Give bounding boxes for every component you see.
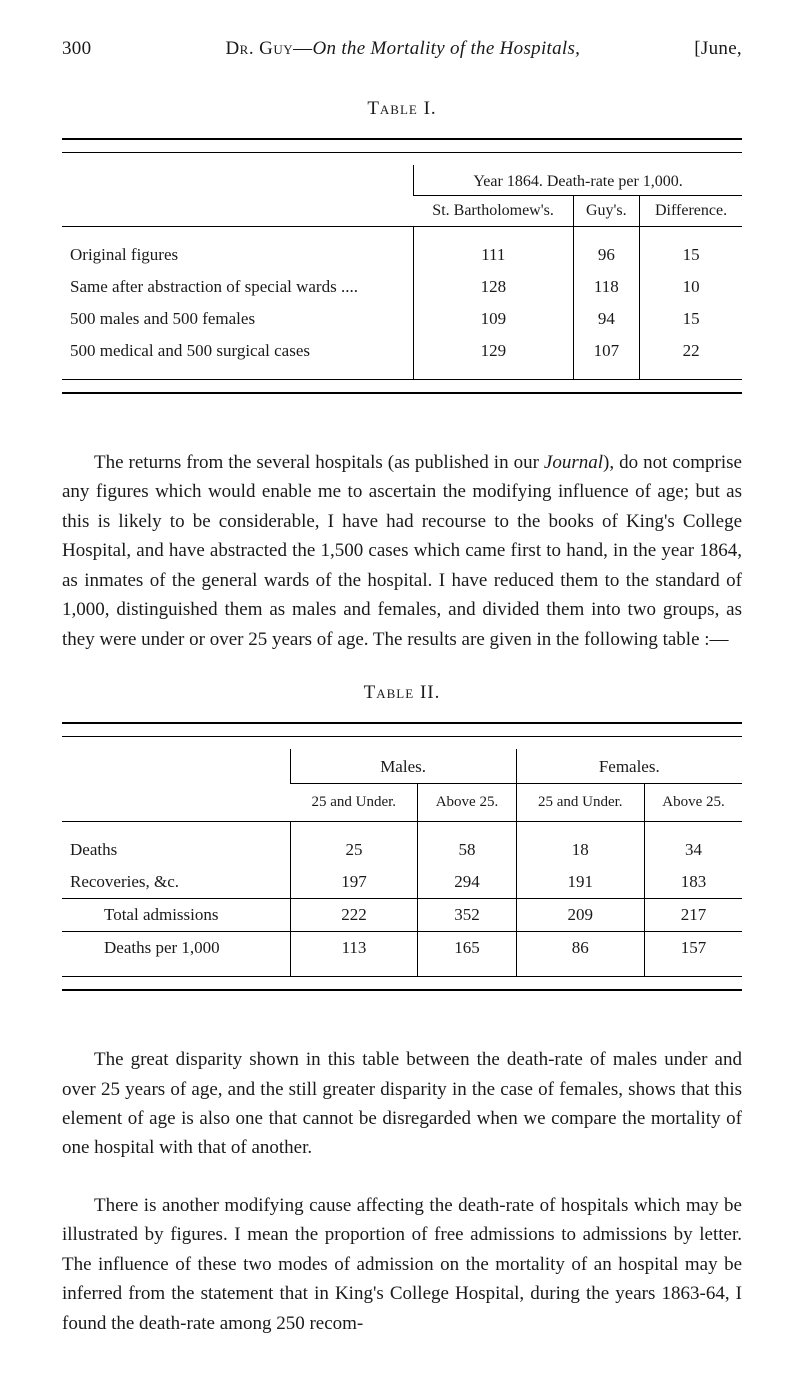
deaths-label: Deaths per 1,000 xyxy=(62,932,290,965)
cell-value: 197 xyxy=(290,866,418,899)
table2-sub-header: 25 and Under. xyxy=(290,784,418,822)
author-name: Guy xyxy=(259,38,293,59)
row-label: Recoveries, &c. xyxy=(62,866,290,899)
cell-value: 94 xyxy=(573,303,640,335)
cell-value: 15 xyxy=(640,303,742,335)
cell-value: 165 xyxy=(418,932,516,965)
cell-value: 96 xyxy=(573,239,640,271)
table2-sub-header: 25 and Under. xyxy=(516,784,644,822)
cell-value: 10 xyxy=(640,271,742,303)
row-label: Original figures xyxy=(62,239,414,271)
totals-label: Total admissions xyxy=(62,899,290,932)
cell-value: 111 xyxy=(414,239,573,271)
cell-value: 22 xyxy=(640,335,742,367)
cell-value: 107 xyxy=(573,335,640,367)
table2-label: Table II. xyxy=(62,682,742,704)
table-row: Deaths 25 58 18 34 xyxy=(62,834,742,866)
page-header: 300 Dr. Guy—On the Mortality of the Hosp… xyxy=(62,38,742,60)
table2-sub-header: Above 25. xyxy=(418,784,516,822)
cell-value: 18 xyxy=(516,834,644,866)
paragraph-2: The great disparity shown in this table … xyxy=(62,1045,742,1163)
cell-value: 58 xyxy=(418,834,516,866)
title-dash: — xyxy=(293,38,312,59)
para2-text: The great disparity shown in this table … xyxy=(62,1049,742,1158)
table1-label: Table I. xyxy=(62,98,742,120)
row-label: Deaths xyxy=(62,834,290,866)
cell-value: 113 xyxy=(290,932,418,965)
table2-group-header: Females. xyxy=(516,749,742,784)
issue-month: [June, xyxy=(694,38,742,60)
cell-value: 294 xyxy=(418,866,516,899)
table-row-deaths: Deaths per 1,000 113 165 86 157 xyxy=(62,932,742,965)
table-row: Recoveries, &c. 197 294 191 183 xyxy=(62,866,742,899)
row-label: 500 medical and 500 surgical cases xyxy=(62,335,414,367)
author-prefix: Dr. xyxy=(225,38,254,59)
table2-group-header: Males. xyxy=(290,749,516,784)
table1-col-header: Guy's. xyxy=(573,196,640,227)
table1-group-header: Year 1864. Death-rate per 1,000. xyxy=(414,165,742,196)
row-label: Same after abstraction of special wards … xyxy=(62,271,414,303)
cell-value: 183 xyxy=(645,866,743,899)
para1-text: The returns from the several hospitals (… xyxy=(62,452,742,650)
table-row: 500 medical and 500 surgical cases 129 1… xyxy=(62,335,742,367)
cell-value: 118 xyxy=(573,271,640,303)
para3-text: There is another modifying cause affecti… xyxy=(62,1195,742,1334)
table2: Males. Females. 25 and Under. Above 25. … xyxy=(62,722,742,1003)
cell-value: 352 xyxy=(418,899,516,932)
paragraph-1: The returns from the several hospitals (… xyxy=(62,448,742,654)
cell-value: 25 xyxy=(290,834,418,866)
cell-value: 86 xyxy=(516,932,644,965)
table1: Year 1864. Death-rate per 1,000. St. Bar… xyxy=(62,138,742,406)
cell-value: 15 xyxy=(640,239,742,271)
table-row: 500 males and 500 females 109 94 15 xyxy=(62,303,742,335)
table1-col-header: St. Bartholomew's. xyxy=(414,196,573,227)
page-number: 300 xyxy=(62,38,91,60)
cell-value: 191 xyxy=(516,866,644,899)
cell-value: 34 xyxy=(645,834,743,866)
cell-value: 222 xyxy=(290,899,418,932)
table-row: Original figures 111 96 15 xyxy=(62,239,742,271)
cell-value: 209 xyxy=(516,899,644,932)
table1-col-header: Difference. xyxy=(640,196,742,227)
cell-value: 128 xyxy=(414,271,573,303)
cell-value: 109 xyxy=(414,303,573,335)
row-label: 500 males and 500 females xyxy=(62,303,414,335)
cell-value: 129 xyxy=(414,335,573,367)
title-italic: On the Mortality of the Hospitals, xyxy=(312,38,580,59)
running-title: Dr. Guy—On the Mortality of the Hospital… xyxy=(91,38,694,60)
table2-sub-header: Above 25. xyxy=(645,784,743,822)
paragraph-3: There is another modifying cause affecti… xyxy=(62,1191,742,1338)
cell-value: 157 xyxy=(645,932,743,965)
cell-value: 217 xyxy=(645,899,743,932)
table-row: Same after abstraction of special wards … xyxy=(62,271,742,303)
table-row-totals: Total admissions 222 352 209 217 xyxy=(62,899,742,932)
